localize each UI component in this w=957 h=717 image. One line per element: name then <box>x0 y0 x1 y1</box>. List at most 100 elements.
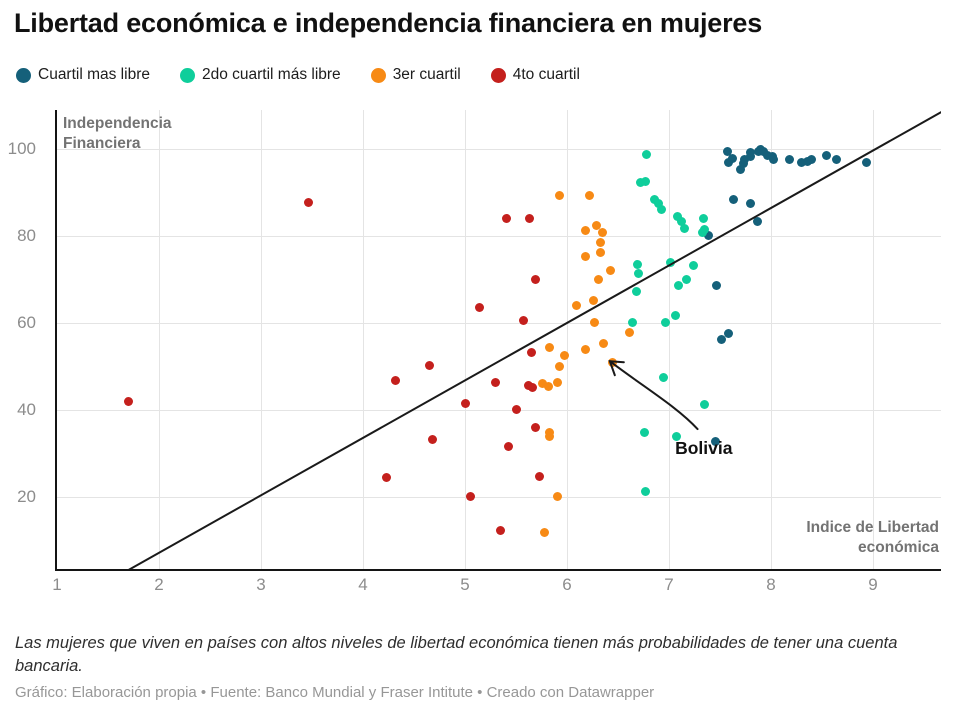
data-point <box>590 318 600 328</box>
x-tick-label: 3 <box>256 575 266 594</box>
data-point <box>555 362 565 372</box>
gridline-horizontal <box>57 322 941 324</box>
data-point <box>727 153 737 163</box>
x-tick-label: 9 <box>868 575 878 594</box>
x-axis-tick-labels: 1 2 3 4 5 6 7 8 9 <box>52 575 941 599</box>
data-point <box>641 487 651 497</box>
data-point <box>553 491 563 501</box>
data-point <box>504 442 514 452</box>
gridline-horizontal <box>57 235 941 237</box>
data-point <box>679 223 689 233</box>
legend-item: 4to cuartil <box>490 66 580 84</box>
legend-item-label: Cuartil mas libre <box>38 66 150 83</box>
data-point <box>640 428 650 438</box>
data-point <box>530 423 540 433</box>
gridline-vertical <box>465 110 466 569</box>
data-point <box>641 176 651 186</box>
x-tick-label: 1 <box>52 575 62 594</box>
legend-dot-icon <box>179 67 195 83</box>
x-tick-label: 8 <box>766 575 776 594</box>
gridline-vertical <box>873 110 874 569</box>
data-point <box>594 274 604 284</box>
chart-title: Libertad económica e independencia finan… <box>14 8 763 38</box>
data-point <box>534 471 544 481</box>
gridline-vertical <box>363 110 364 569</box>
data-point <box>580 345 590 355</box>
data-point <box>424 360 434 370</box>
data-point <box>608 358 618 368</box>
data-point <box>862 158 872 168</box>
data-point <box>491 378 501 388</box>
data-point <box>633 268 643 278</box>
data-point <box>304 198 314 208</box>
x-tick-label: 6 <box>562 575 572 594</box>
gridline-vertical <box>669 110 670 569</box>
trend-line <box>128 111 941 569</box>
data-point <box>502 213 512 223</box>
legend-item-label: 2do cuartil más libre <box>201 66 341 83</box>
data-point <box>670 310 680 320</box>
data-point <box>661 317 671 327</box>
data-point <box>530 275 540 285</box>
data-point <box>606 266 616 276</box>
gridline-horizontal <box>57 409 941 411</box>
annotation-arrow <box>608 360 699 431</box>
data-point <box>544 382 554 392</box>
data-point <box>381 472 391 482</box>
data-point <box>659 372 669 382</box>
legend-dot-icon <box>16 67 31 83</box>
y-axis-title: Independencia Financiera <box>63 115 172 153</box>
data-point <box>632 260 642 270</box>
legend-dot-icon <box>370 67 386 83</box>
data-point <box>657 204 667 214</box>
gridline-vertical <box>159 110 160 569</box>
data-point <box>753 216 763 226</box>
data-point <box>460 398 470 408</box>
data-point <box>681 275 691 285</box>
data-point <box>821 151 831 161</box>
data-point <box>698 227 708 237</box>
data-point <box>511 404 521 414</box>
x-tick-label: 4 <box>358 575 368 594</box>
data-point <box>688 260 698 270</box>
data-point <box>474 302 484 312</box>
data-point <box>545 432 555 442</box>
data-point <box>596 248 606 258</box>
data-point <box>728 195 738 205</box>
annotation-bolivia: Bolivia <box>675 437 733 458</box>
data-point <box>518 316 528 326</box>
data-point <box>768 154 778 164</box>
y-tick-label: 20 <box>17 486 36 506</box>
x-axis-title: Indice de Libertad económica <box>806 519 939 557</box>
data-point <box>391 375 401 385</box>
y-tick-label: 60 <box>17 312 36 332</box>
data-point <box>527 382 537 392</box>
data-point <box>712 281 722 291</box>
x-tick-label: 7 <box>664 575 674 594</box>
scatter-plot-area: Bolivia <box>55 110 941 571</box>
data-point <box>642 149 652 159</box>
data-point <box>580 226 590 236</box>
data-point <box>123 397 133 407</box>
legend-item-label: 4to cuartil <box>512 66 580 83</box>
data-point <box>784 154 794 164</box>
legend-item-label: 3er cuartil <box>392 66 461 83</box>
data-point <box>560 350 570 360</box>
chart-note: Las mujeres que viven en países con alto… <box>15 634 898 675</box>
data-point <box>496 526 506 536</box>
gridline-vertical <box>261 110 262 569</box>
y-tick-label: 100 <box>7 139 36 158</box>
data-point <box>580 252 590 262</box>
legend-item: 2do cuartil más libre <box>179 66 341 84</box>
data-point <box>699 213 709 223</box>
data-point <box>465 491 475 501</box>
data-point <box>589 295 599 305</box>
data-point <box>584 190 594 200</box>
data-point <box>540 527 550 537</box>
data-point <box>700 400 710 410</box>
data-point <box>599 339 609 349</box>
x-tick-label: 5 <box>460 575 470 594</box>
legend-dot-icon <box>490 67 506 83</box>
data-point <box>631 287 641 297</box>
